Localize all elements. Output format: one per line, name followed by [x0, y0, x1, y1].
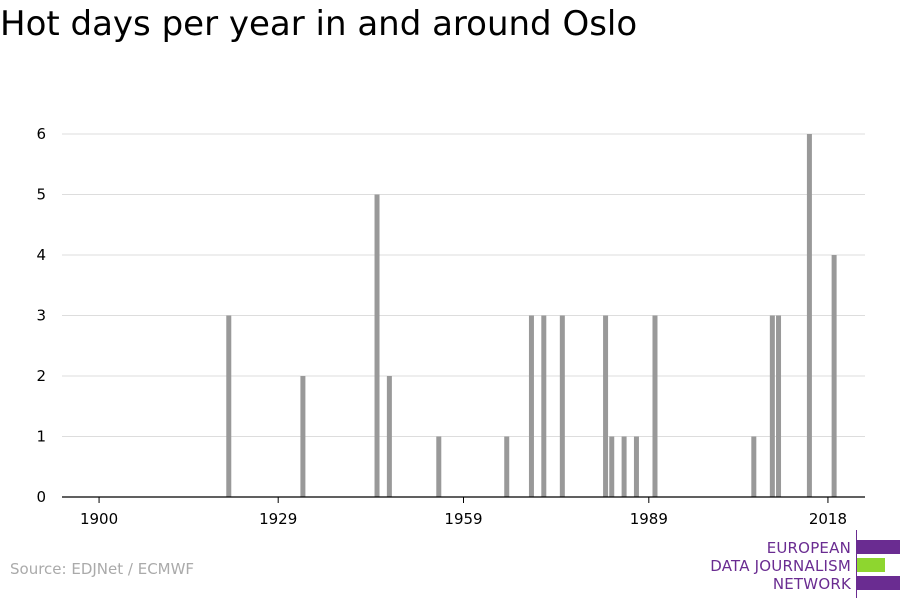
- bar: [751, 436, 757, 497]
- x-tick-label: 1929: [259, 510, 297, 528]
- logo-text-line-2: DATA JOURNALISM: [710, 557, 851, 575]
- y-tick-label: 3: [36, 307, 46, 325]
- y-tick-label: 6: [36, 125, 46, 143]
- y-tick-label: 5: [36, 186, 46, 204]
- chart-title: Hot days per year in and around Oslo: [0, 4, 638, 44]
- bar: [386, 376, 392, 497]
- bar: [831, 255, 837, 497]
- bar: [652, 315, 658, 497]
- x-tick-label: 1959: [444, 510, 482, 528]
- logo-text-line-1: EUROPEAN: [766, 539, 851, 557]
- bar: [776, 315, 782, 497]
- bar: [609, 436, 615, 497]
- x-axis: [62, 496, 865, 503]
- y-tick-labels: 0 1 2 3 4 5 6: [36, 125, 46, 506]
- y-tick-label: 1: [36, 428, 46, 446]
- y-tick-label: 2: [36, 367, 46, 385]
- bar: [436, 436, 442, 497]
- logo-text-line-3: NETWORK: [772, 575, 851, 593]
- y-tick-label: 4: [36, 246, 46, 264]
- bar: [528, 315, 534, 497]
- bar: [541, 315, 547, 497]
- bars: [226, 134, 837, 497]
- bar: [226, 315, 232, 497]
- bar: [621, 436, 627, 497]
- logo-divider: [856, 530, 857, 598]
- bar: [603, 315, 609, 497]
- y-tick-label: 0: [36, 488, 46, 506]
- x-tick-label: 1900: [80, 510, 118, 528]
- logo-bar-purple-bottom: [857, 576, 900, 590]
- bar: [504, 436, 510, 497]
- bar: [374, 194, 380, 497]
- source-note: Source: EDJNet / ECMWF: [10, 560, 195, 578]
- bar: [559, 315, 565, 497]
- x-tick-label: 2018: [809, 510, 847, 528]
- gridlines: [62, 133, 865, 437]
- logo-bar-purple-top: [857, 540, 900, 554]
- bar: [769, 315, 775, 497]
- bar: [633, 436, 639, 497]
- x-tick-labels: 1900 1929 1959 1989 2018: [80, 510, 847, 528]
- x-tick-label: 1989: [630, 510, 668, 528]
- bar: [806, 134, 812, 497]
- logo-bar-green: [857, 558, 885, 572]
- bar: [300, 376, 306, 497]
- edjnet-logo: EUROPEAN DATA JOURNALISM NETWORK: [700, 528, 900, 600]
